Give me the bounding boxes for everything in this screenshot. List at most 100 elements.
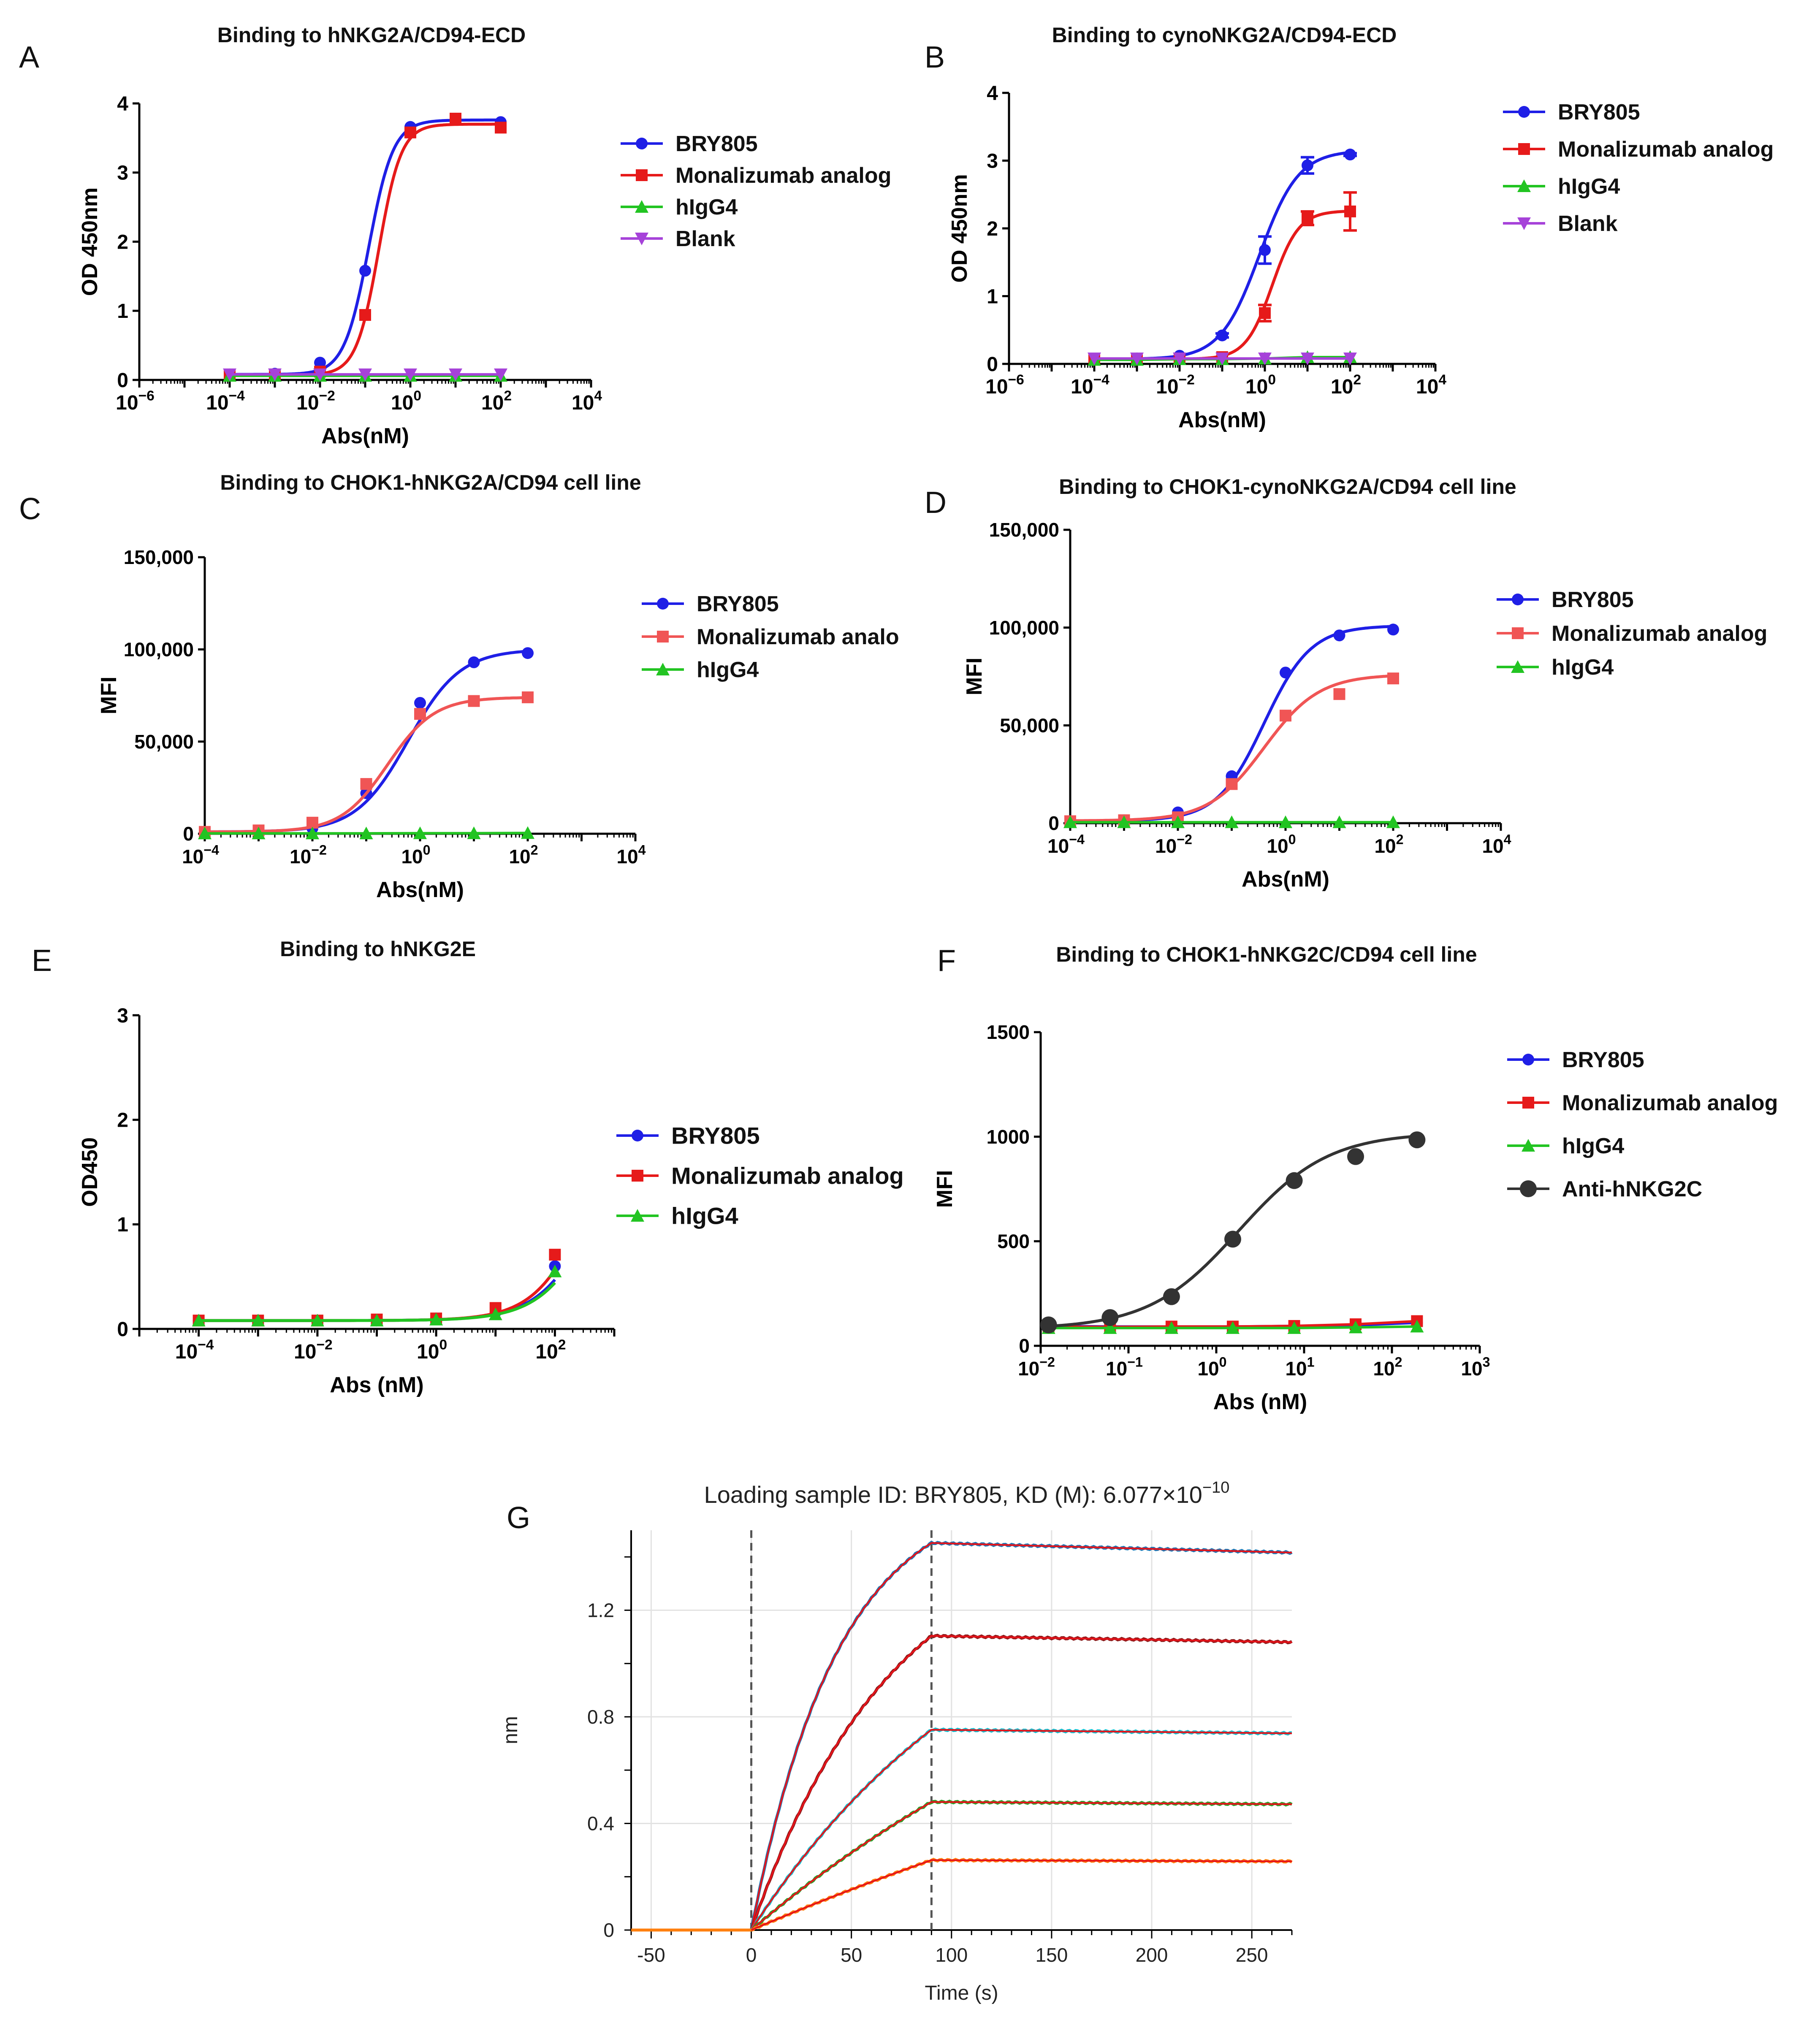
legend-marker (632, 1130, 643, 1141)
y-tick-label: 0 (1019, 1335, 1030, 1357)
legend-marker (635, 200, 648, 213)
legend-label: Blank (1558, 211, 1618, 236)
panel-letter: B (925, 41, 945, 74)
legend-label: hIgG4 (1562, 1134, 1624, 1158)
y-tick-label: 0 (117, 1318, 128, 1341)
series-anti-hnkg2c (1040, 1131, 1426, 1334)
data-point (522, 691, 534, 703)
x-tick-label: 102 (1374, 832, 1403, 857)
x-tick-label: 100 (1197, 1354, 1226, 1380)
series-blank (223, 368, 507, 381)
data-point (1103, 1321, 1117, 1334)
legend-label: Monalizumab analog (1551, 621, 1767, 646)
y-axis-label: OD 450nm (947, 174, 972, 282)
y-tick-label: 0 (117, 369, 128, 392)
x-axis-label: Abs(nM) (376, 878, 464, 902)
legend-marker (636, 169, 648, 181)
x-tick-label: 102 (1373, 1354, 1402, 1380)
x-tick-label: 10−2 (290, 842, 327, 868)
x-tick-label: 10−2 (294, 1337, 333, 1363)
legend-label: Monalizumab analog (1558, 137, 1774, 162)
data-point (313, 368, 327, 381)
legend: BRY805 Monalizumab analog hIgG4 Blank (621, 132, 891, 251)
x-tick-label: -50 (637, 1944, 665, 1966)
data-point (1216, 329, 1228, 342)
x-tick-label: 102 (481, 388, 512, 414)
data-point (1349, 1320, 1363, 1334)
raw-trace (631, 1727, 1292, 1932)
fit-trace (750, 1729, 1292, 1931)
data-point (467, 826, 481, 839)
y-axis-label: nm (499, 1716, 522, 1744)
legend-marker (1520, 1180, 1537, 1197)
y-tick-label: 1.2 (587, 1599, 614, 1621)
x-tick-label: 10−4 (1047, 832, 1085, 857)
x-axis-label: Abs (nM) (330, 1373, 423, 1397)
panel-letter: D (925, 486, 947, 520)
data-point (1226, 1321, 1240, 1334)
chart-title: Loading sample ID: BRY805, KD (M): 6.077… (704, 1479, 1230, 1508)
x-tick-label: 100 (935, 1944, 968, 1966)
y-axis-label: OD 450nm (78, 187, 102, 296)
raw-trace (631, 1633, 1293, 1932)
y-axis-label: MFI (97, 677, 121, 715)
data-point (495, 122, 507, 134)
y-tick-label: 0 (603, 1919, 614, 1941)
legend-marker (657, 631, 669, 643)
data-point (1347, 1148, 1364, 1165)
panel-letter: F (937, 944, 956, 978)
panel-d: D Binding to CHOK1-cynoNKG2A/CD94 cell li… (925, 475, 1767, 892)
x-tick-label: 10−2 (1156, 372, 1195, 398)
y-tick-label: 2 (117, 1109, 128, 1131)
data-point (1226, 778, 1238, 790)
data-point (1163, 1288, 1180, 1305)
legend-label: Blank (675, 227, 735, 251)
data-point (1258, 352, 1272, 366)
data-point (450, 113, 461, 125)
data-point (1302, 159, 1313, 171)
y-tick-label: 0.4 (587, 1812, 614, 1834)
legend-marker (657, 598, 669, 610)
series-higg4 (198, 826, 534, 840)
sensorgram-1 (631, 1540, 1293, 1932)
x-tick-label: 10−4 (1071, 372, 1109, 398)
x-tick-label: 103 (1461, 1354, 1490, 1380)
x-tick-label: 10−4 (206, 388, 245, 414)
x-tick-label: 10−2 (1155, 832, 1192, 857)
x-tick-label: 104 (616, 842, 646, 868)
series-bry805 (1088, 149, 1357, 365)
y-axis-label: OD450 (78, 1137, 102, 1207)
y-tick-label: 2 (117, 231, 128, 253)
panel-b: B Binding to cynoNKG2A/CD94-ECD 0 1 2 3 4 10−6 1… (925, 23, 1774, 432)
x-tick-label: 100 (417, 1337, 447, 1363)
data-point (198, 827, 212, 840)
x-tick-label: 102 (509, 842, 538, 868)
x-axis-label: Abs(nM) (321, 424, 409, 448)
data-point (268, 368, 282, 381)
panel-e: E Binding to hNKG2E 0 1 2 3 10−4 10−2 100 102 Abs … (32, 937, 904, 1397)
data-point (223, 368, 236, 381)
legend-marker (1518, 143, 1530, 155)
legend-label: Monalizumab analog (1562, 1091, 1778, 1115)
series-higg4 (1063, 815, 1400, 828)
legend-marker (1512, 627, 1524, 639)
panel-c: C Binding to CHOK1-hNKG2A/CD94 cell line 0… (19, 471, 899, 902)
legend-label: Monalizumab analo (697, 625, 899, 649)
data-point (1333, 688, 1345, 700)
x-tick-label: 100 (391, 388, 421, 414)
data-point (1171, 815, 1185, 828)
y-tick-label: 0.8 (587, 1706, 614, 1728)
y-axis-label: MFI (933, 1170, 957, 1208)
chart-title: Binding to cynoNKG2A/CD94-ECD (1052, 23, 1397, 47)
legend-label: hIgG4 (675, 195, 738, 220)
y-tick-label: 500 (997, 1230, 1030, 1252)
fit-trace (751, 1859, 1292, 1931)
data-point (1286, 1172, 1303, 1189)
legend-marker (631, 1209, 644, 1222)
x-tick-label: 200 (1136, 1944, 1168, 1966)
y-tick-label: 2 (987, 218, 998, 240)
y-tick-label: 1500 (987, 1021, 1030, 1043)
data-point (251, 1314, 265, 1327)
data-point (413, 826, 427, 839)
